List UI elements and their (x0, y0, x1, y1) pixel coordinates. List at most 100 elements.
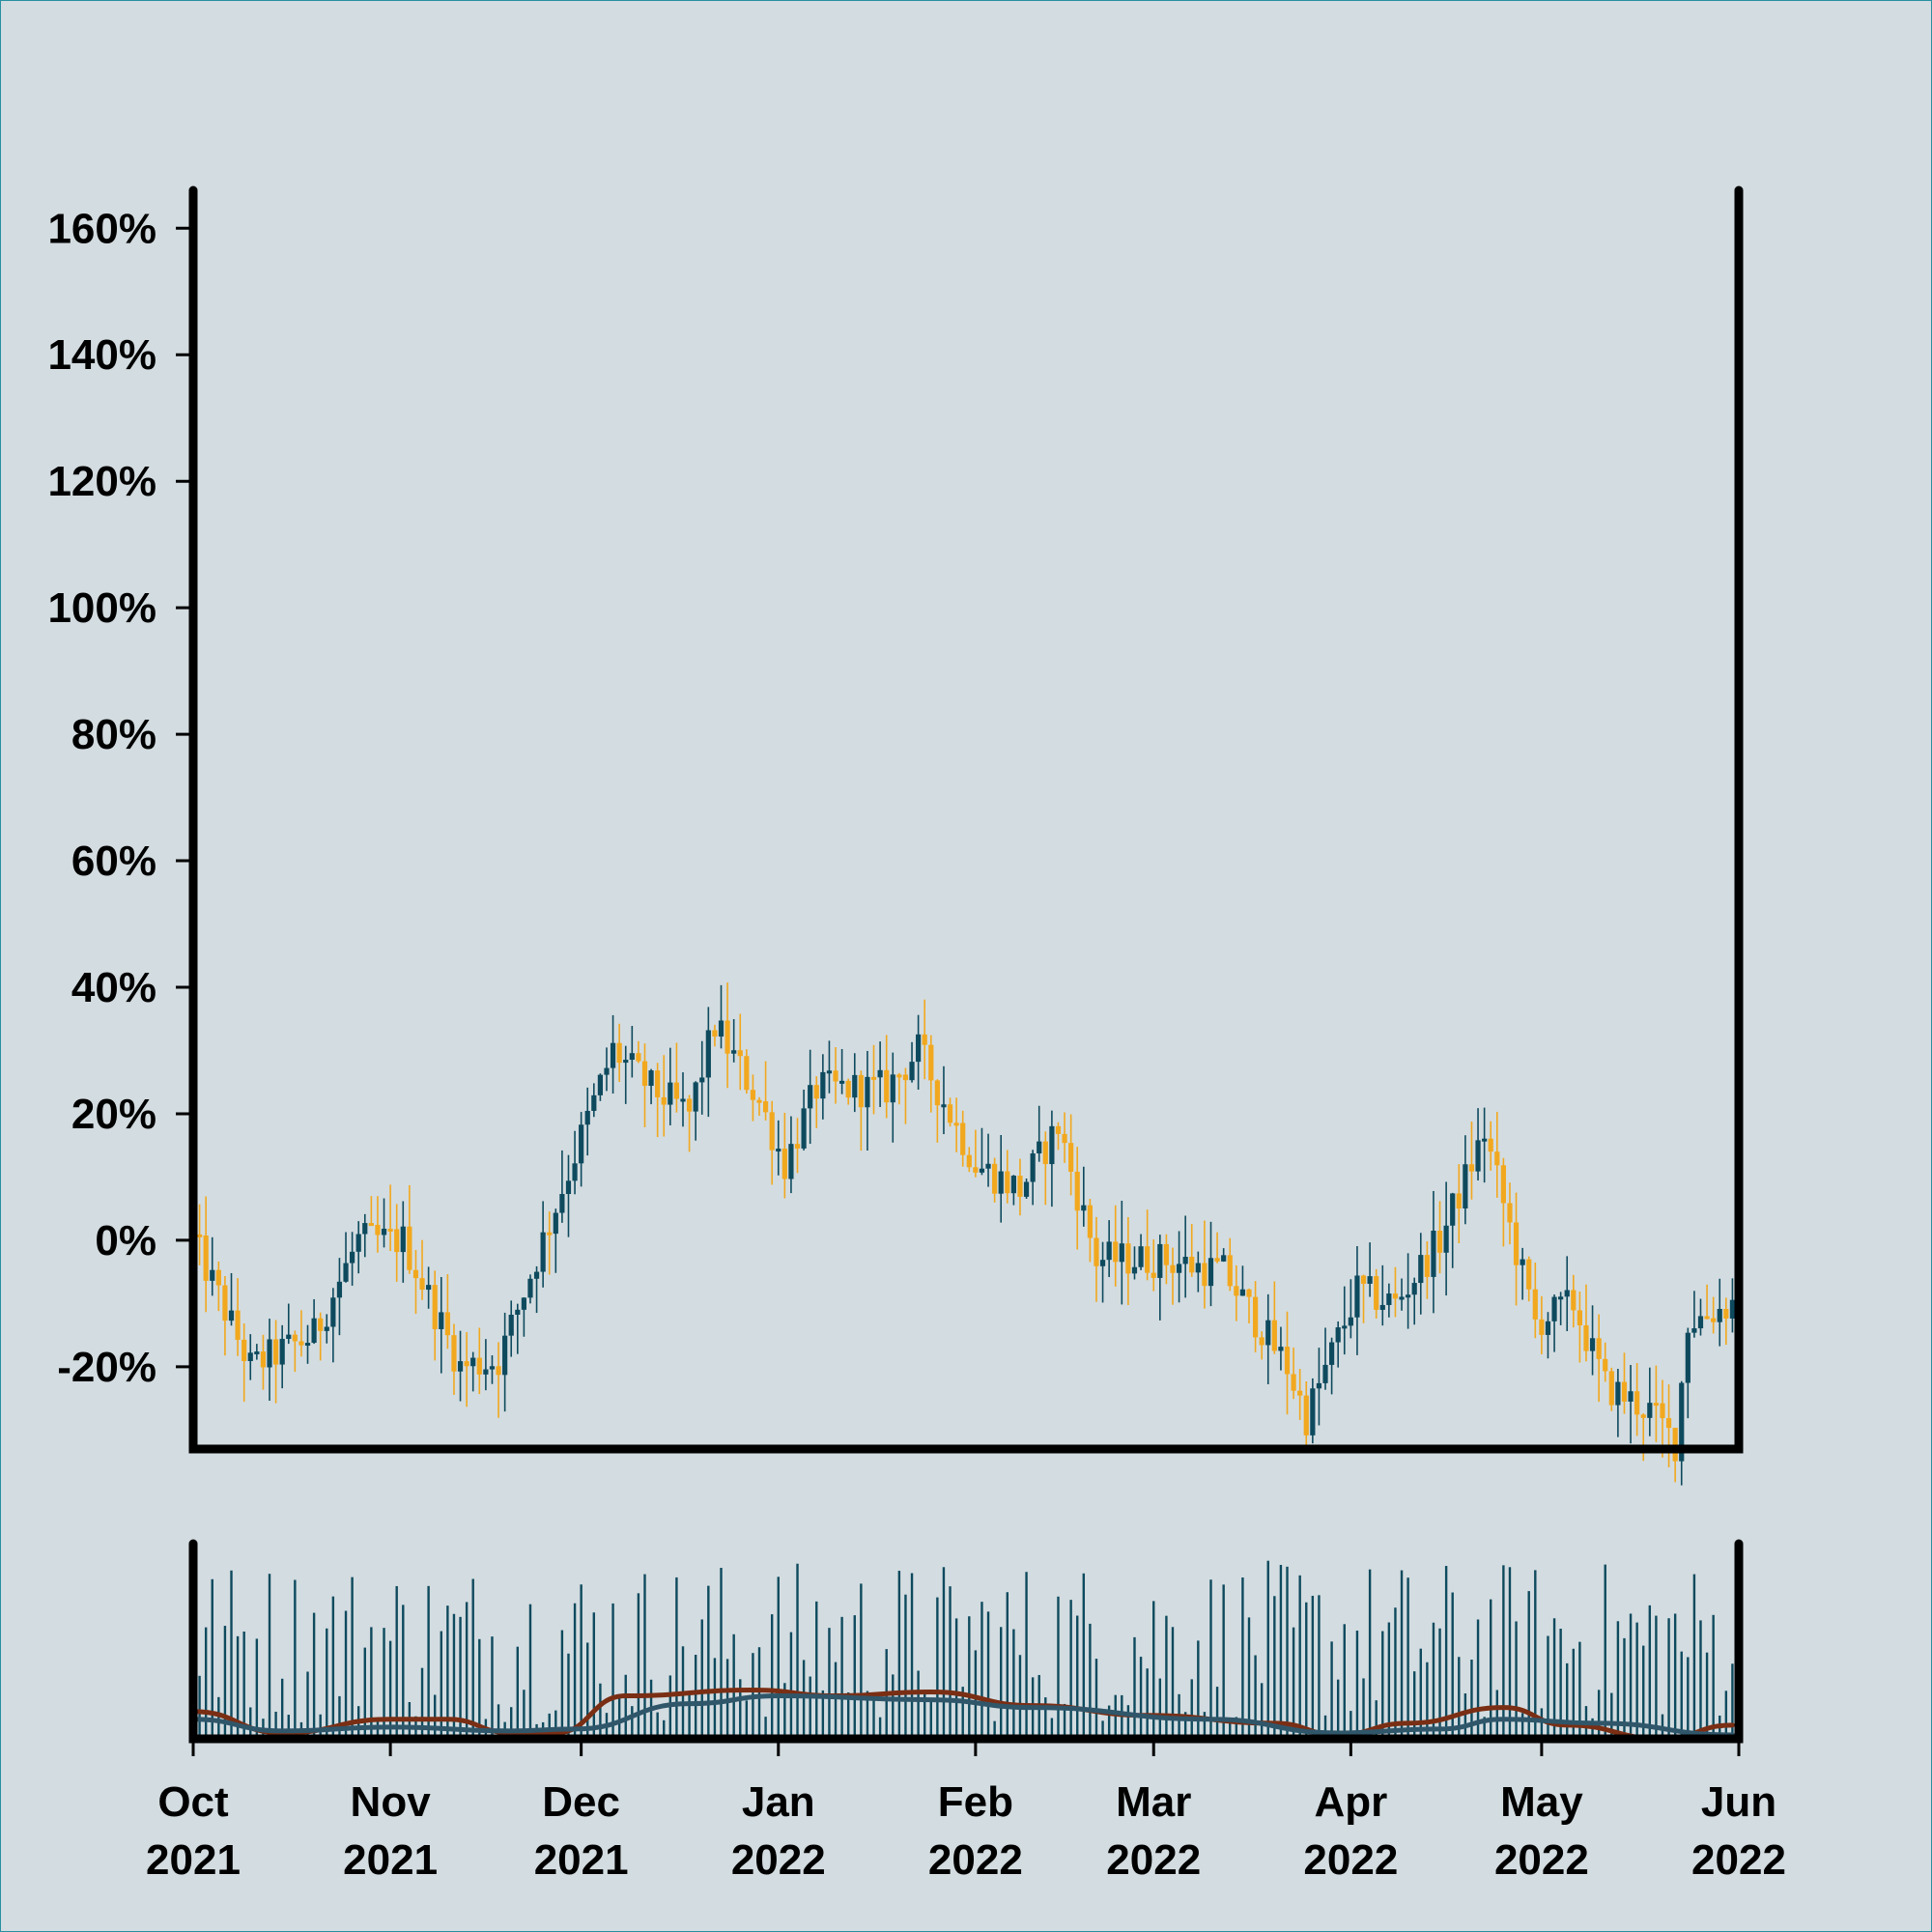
volume-bar (993, 1720, 996, 1739)
volume-bar (294, 1579, 297, 1739)
candle-body (426, 1285, 432, 1291)
candle-body (547, 1232, 553, 1236)
volume-bar (395, 1585, 398, 1739)
candle-body (362, 1223, 368, 1235)
candle-body (902, 1074, 909, 1081)
candle-body (1360, 1275, 1367, 1284)
volume-bar (599, 1683, 602, 1739)
candle-body (788, 1144, 794, 1179)
candle-body (1151, 1272, 1156, 1278)
volume-bar (516, 1646, 520, 1739)
volume-bar (211, 1578, 213, 1739)
volume-bar (280, 1678, 284, 1739)
volume-bar (255, 1638, 259, 1739)
candle-body (1010, 1176, 1016, 1194)
candle-body (661, 1096, 667, 1105)
volume-bar (388, 1640, 392, 1739)
volume-bar (1063, 1703, 1066, 1739)
candle-body (985, 1163, 991, 1169)
candle-body (336, 1281, 343, 1298)
volume-bar (1635, 1622, 1638, 1739)
x-tick-label-year: 2022 (928, 1836, 1023, 1884)
volume-bar (1444, 1566, 1448, 1739)
candle-body (1099, 1260, 1106, 1266)
candle-body (1189, 1257, 1195, 1273)
candle-body (941, 1104, 947, 1108)
candle-body (1468, 1164, 1475, 1172)
candle-body (858, 1074, 864, 1108)
candle-body (1545, 1321, 1551, 1335)
volume-bar (770, 1614, 774, 1739)
volume-bar (783, 1683, 786, 1739)
candle-body (1443, 1225, 1449, 1253)
volume-bar (777, 1577, 780, 1739)
volume-bar (1642, 1645, 1645, 1739)
volume-bar (1610, 1692, 1613, 1739)
volume-bar (1101, 1720, 1104, 1739)
x-tick-label-year: 2022 (1106, 1836, 1201, 1884)
candle-body (1526, 1259, 1532, 1290)
volume-ma-line-1 (190, 1687, 1735, 1742)
volume-bar (860, 1583, 863, 1739)
volume-bar (1089, 1623, 1092, 1739)
candle-body (496, 1366, 501, 1376)
candle-body (1227, 1255, 1233, 1287)
volume-bar (1495, 1690, 1498, 1739)
candle-body (896, 1074, 902, 1078)
y-tick-label: 40% (71, 964, 156, 1011)
volume-bar (1266, 1560, 1269, 1739)
volume-bar (1502, 1565, 1505, 1739)
volume-bar (1305, 1602, 1308, 1739)
candle-body (1042, 1141, 1048, 1165)
volume-bar (1025, 1572, 1028, 1739)
candle-body (1297, 1390, 1303, 1396)
candle-body (1214, 1258, 1220, 1262)
volume-bar (223, 1626, 227, 1739)
candle-body (1342, 1325, 1348, 1329)
candle-body (813, 1085, 819, 1099)
candle-body (318, 1318, 324, 1331)
candle-body (699, 1077, 705, 1083)
volume-bar (1680, 1651, 1683, 1739)
x-tick-label-year: 2022 (1303, 1836, 1398, 1884)
volume-bar (573, 1603, 577, 1739)
volume-bar (510, 1707, 513, 1739)
candle-body (210, 1269, 215, 1281)
volume-bar (986, 1611, 990, 1739)
volume-bar (1692, 1574, 1696, 1739)
volume-bar (739, 1679, 742, 1739)
volume-bar (1547, 1635, 1549, 1739)
candle-body (1717, 1309, 1722, 1322)
candle-body (565, 1180, 572, 1195)
volume-bar (1667, 1618, 1670, 1739)
volume-bar (974, 1650, 978, 1739)
volume-bar (1381, 1631, 1384, 1739)
volume-bar (802, 1660, 806, 1739)
volume-bar (459, 1616, 462, 1739)
y-tick-label: 20% (71, 1091, 156, 1138)
candle-body (737, 1050, 743, 1057)
volume-bar (1323, 1715, 1327, 1739)
candle-body (1665, 1418, 1672, 1429)
volume-bar (1566, 1662, 1569, 1739)
candle-body (304, 1343, 311, 1347)
candle-body (1239, 1289, 1246, 1296)
volume-bar (1712, 1614, 1715, 1739)
volume-bar (351, 1577, 354, 1739)
y-tick-label: 80% (71, 711, 156, 758)
candle-body (1068, 1143, 1074, 1172)
volume-bar (1552, 1618, 1556, 1739)
candle-body (1634, 1391, 1640, 1415)
candle-body (845, 1080, 851, 1098)
volume-bar (1146, 1668, 1149, 1739)
volume-bar (923, 1691, 926, 1739)
volume-bar (1152, 1601, 1155, 1739)
volume-bar (1018, 1655, 1022, 1739)
candle-body (629, 1053, 635, 1061)
volume-bar (1069, 1600, 1072, 1739)
candle-body (553, 1212, 558, 1235)
volume-bar (440, 1631, 442, 1739)
volume-bar (452, 1613, 456, 1739)
x-tick-label-month: Jan (742, 1778, 815, 1826)
